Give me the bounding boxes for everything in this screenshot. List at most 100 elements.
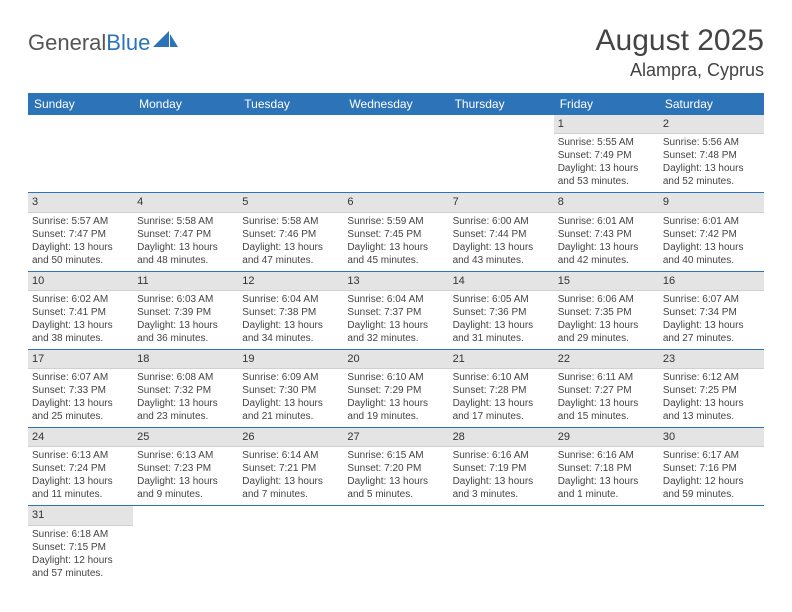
sunset-text: Sunset: 7:19 PM [453, 462, 550, 475]
daylight-text: Daylight: 12 hours and 59 minutes. [663, 475, 760, 501]
day-number: 17 [28, 350, 133, 369]
day-number: 19 [238, 350, 343, 369]
sunrise-text: Sunrise: 5:58 AM [242, 215, 339, 228]
sunset-text: Sunset: 7:27 PM [558, 384, 655, 397]
daylight-text: Daylight: 13 hours and 9 minutes. [137, 475, 234, 501]
day-content: Sunrise: 6:10 AMSunset: 7:29 PMDaylight:… [343, 369, 448, 427]
day-content: Sunrise: 6:15 AMSunset: 7:20 PMDaylight:… [343, 447, 448, 505]
sunset-text: Sunset: 7:43 PM [558, 228, 655, 241]
sunrise-text: Sunrise: 6:14 AM [242, 449, 339, 462]
calendar-cell: 11Sunrise: 6:03 AMSunset: 7:39 PMDayligh… [133, 271, 238, 349]
day-number: 7 [449, 193, 554, 212]
day-content: Sunrise: 6:07 AMSunset: 7:34 PMDaylight:… [659, 291, 764, 349]
calendar-cell: 29Sunrise: 6:16 AMSunset: 7:18 PMDayligh… [554, 428, 659, 506]
sunset-text: Sunset: 7:15 PM [32, 541, 129, 554]
daylight-text: Daylight: 13 hours and 43 minutes. [453, 241, 550, 267]
sunset-text: Sunset: 7:37 PM [347, 306, 444, 319]
sunset-text: Sunset: 7:49 PM [558, 149, 655, 162]
daylight-text: Daylight: 13 hours and 1 minute. [558, 475, 655, 501]
calendar-cell: 12Sunrise: 6:04 AMSunset: 7:38 PMDayligh… [238, 271, 343, 349]
calendar-cell: 19Sunrise: 6:09 AMSunset: 7:30 PMDayligh… [238, 349, 343, 427]
day-number: 8 [554, 193, 659, 212]
sunset-text: Sunset: 7:48 PM [663, 149, 760, 162]
daylight-text: Daylight: 13 hours and 40 minutes. [663, 241, 760, 267]
calendar-week-row: 10Sunrise: 6:02 AMSunset: 7:41 PMDayligh… [28, 271, 764, 349]
sunset-text: Sunset: 7:24 PM [32, 462, 129, 475]
day-content: Sunrise: 6:18 AMSunset: 7:15 PMDaylight:… [28, 526, 133, 584]
calendar-cell: 2Sunrise: 5:56 AMSunset: 7:48 PMDaylight… [659, 115, 764, 193]
day-content: Sunrise: 6:08 AMSunset: 7:32 PMDaylight:… [133, 369, 238, 427]
daylight-text: Daylight: 13 hours and 7 minutes. [242, 475, 339, 501]
sunset-text: Sunset: 7:16 PM [663, 462, 760, 475]
sunset-text: Sunset: 7:34 PM [663, 306, 760, 319]
day-content: Sunrise: 5:56 AMSunset: 7:48 PMDaylight:… [659, 134, 764, 192]
day-number: 15 [554, 272, 659, 291]
day-number: 2 [659, 115, 764, 134]
daylight-text: Daylight: 13 hours and 15 minutes. [558, 397, 655, 423]
day-content: Sunrise: 6:16 AMSunset: 7:18 PMDaylight:… [554, 447, 659, 505]
calendar-cell [554, 506, 659, 584]
sunset-text: Sunset: 7:30 PM [242, 384, 339, 397]
day-number: 5 [238, 193, 343, 212]
day-content: Sunrise: 6:07 AMSunset: 7:33 PMDaylight:… [28, 369, 133, 427]
header: GeneralBlue August 2025 Alampra, Cyprus [28, 24, 764, 81]
daylight-text: Daylight: 13 hours and 5 minutes. [347, 475, 444, 501]
sunrise-text: Sunrise: 6:16 AM [453, 449, 550, 462]
calendar-week-row: 24Sunrise: 6:13 AMSunset: 7:24 PMDayligh… [28, 428, 764, 506]
sunset-text: Sunset: 7:33 PM [32, 384, 129, 397]
day-content: Sunrise: 6:02 AMSunset: 7:41 PMDaylight:… [28, 291, 133, 349]
day-number: 22 [554, 350, 659, 369]
logo: GeneralBlue [28, 30, 179, 56]
title-block: August 2025 Alampra, Cyprus [596, 24, 764, 81]
calendar-cell: 7Sunrise: 6:00 AMSunset: 7:44 PMDaylight… [449, 193, 554, 271]
sunset-text: Sunset: 7:20 PM [347, 462, 444, 475]
calendar-cell: 27Sunrise: 6:15 AMSunset: 7:20 PMDayligh… [343, 428, 448, 506]
sunset-text: Sunset: 7:39 PM [137, 306, 234, 319]
sunset-text: Sunset: 7:46 PM [242, 228, 339, 241]
day-number: 30 [659, 428, 764, 447]
day-number: 12 [238, 272, 343, 291]
sunrise-text: Sunrise: 6:10 AM [347, 371, 444, 384]
sunrise-text: Sunrise: 6:10 AM [453, 371, 550, 384]
day-number: 14 [449, 272, 554, 291]
calendar-cell: 20Sunrise: 6:10 AMSunset: 7:29 PMDayligh… [343, 349, 448, 427]
day-content: Sunrise: 6:01 AMSunset: 7:42 PMDaylight:… [659, 213, 764, 271]
daylight-text: Daylight: 13 hours and 34 minutes. [242, 319, 339, 345]
day-content: Sunrise: 6:13 AMSunset: 7:24 PMDaylight:… [28, 447, 133, 505]
calendar-cell: 16Sunrise: 6:07 AMSunset: 7:34 PMDayligh… [659, 271, 764, 349]
month-title: August 2025 [596, 24, 764, 58]
daylight-text: Daylight: 13 hours and 17 minutes. [453, 397, 550, 423]
sunrise-text: Sunrise: 6:04 AM [242, 293, 339, 306]
weekday-header: Friday [554, 93, 659, 115]
daylight-text: Daylight: 13 hours and 48 minutes. [137, 241, 234, 267]
calendar-cell: 30Sunrise: 6:17 AMSunset: 7:16 PMDayligh… [659, 428, 764, 506]
calendar-cell: 26Sunrise: 6:14 AMSunset: 7:21 PMDayligh… [238, 428, 343, 506]
sunset-text: Sunset: 7:32 PM [137, 384, 234, 397]
sunrise-text: Sunrise: 5:59 AM [347, 215, 444, 228]
day-number: 20 [343, 350, 448, 369]
calendar-cell: 21Sunrise: 6:10 AMSunset: 7:28 PMDayligh… [449, 349, 554, 427]
day-number: 23 [659, 350, 764, 369]
day-content: Sunrise: 6:03 AMSunset: 7:39 PMDaylight:… [133, 291, 238, 349]
calendar-cell: 31Sunrise: 6:18 AMSunset: 7:15 PMDayligh… [28, 506, 133, 584]
day-number: 6 [343, 193, 448, 212]
day-content: Sunrise: 6:04 AMSunset: 7:37 PMDaylight:… [343, 291, 448, 349]
day-number: 11 [133, 272, 238, 291]
calendar-cell: 25Sunrise: 6:13 AMSunset: 7:23 PMDayligh… [133, 428, 238, 506]
day-number: 1 [554, 115, 659, 134]
calendar-body: 1Sunrise: 5:55 AMSunset: 7:49 PMDaylight… [28, 115, 764, 584]
sunset-text: Sunset: 7:36 PM [453, 306, 550, 319]
sunset-text: Sunset: 7:18 PM [558, 462, 655, 475]
sunrise-text: Sunrise: 6:06 AM [558, 293, 655, 306]
calendar-cell: 3Sunrise: 5:57 AMSunset: 7:47 PMDaylight… [28, 193, 133, 271]
calendar-cell [28, 115, 133, 193]
sunset-text: Sunset: 7:47 PM [137, 228, 234, 241]
daylight-text: Daylight: 13 hours and 32 minutes. [347, 319, 444, 345]
daylight-text: Daylight: 12 hours and 57 minutes. [32, 554, 129, 580]
sunset-text: Sunset: 7:41 PM [32, 306, 129, 319]
day-number: 21 [449, 350, 554, 369]
calendar-cell [133, 506, 238, 584]
calendar-cell [343, 506, 448, 584]
day-content: Sunrise: 6:05 AMSunset: 7:36 PMDaylight:… [449, 291, 554, 349]
day-number: 27 [343, 428, 448, 447]
